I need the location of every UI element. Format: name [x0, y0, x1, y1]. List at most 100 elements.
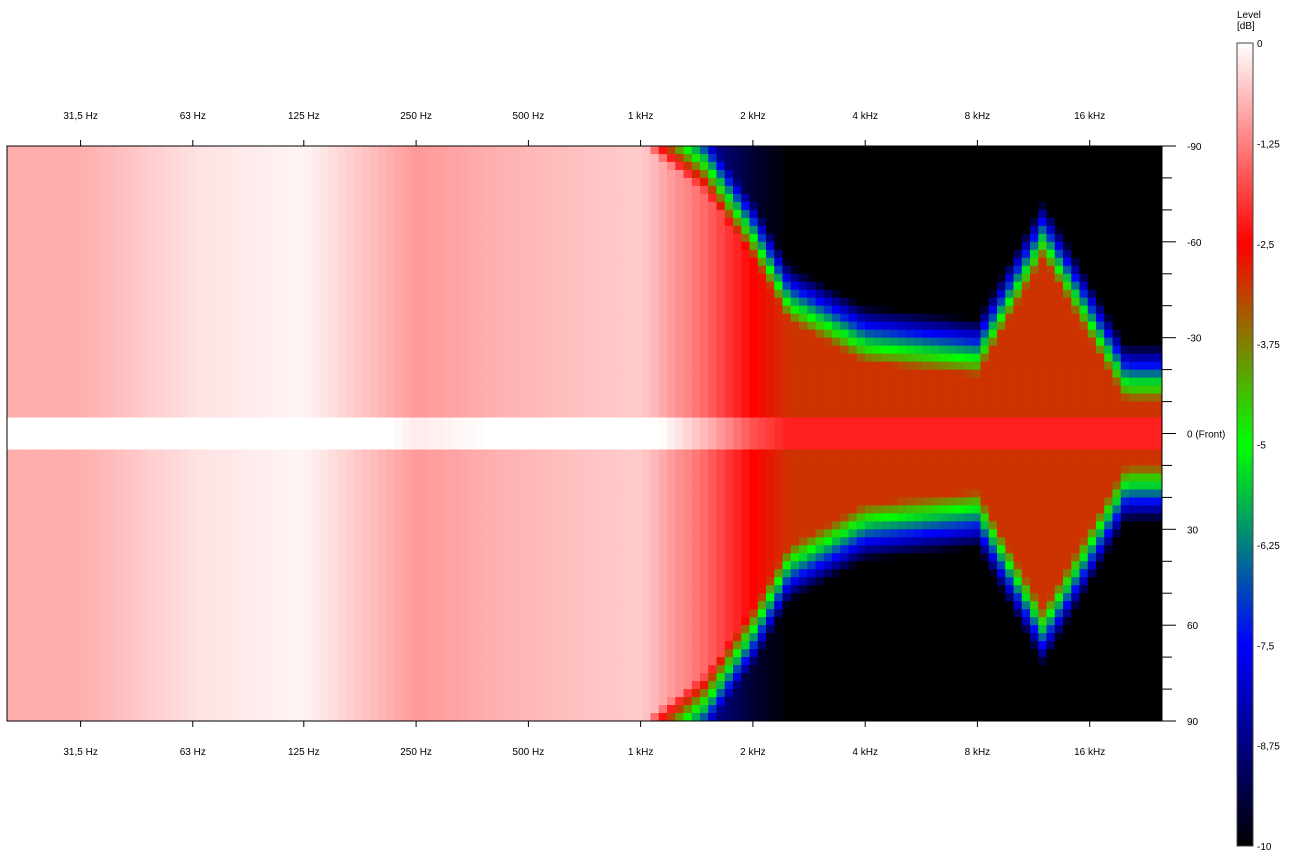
heatmap-cell — [559, 465, 569, 475]
heatmap-cell — [394, 409, 404, 419]
heatmap-cell — [238, 177, 247, 187]
heatmap-cell — [246, 297, 256, 307]
heatmap-cell — [403, 249, 412, 259]
heatmap-cell — [262, 585, 272, 594]
heatmap-cell — [568, 281, 577, 291]
heatmap-cell — [196, 577, 206, 586]
heatmap-cell — [271, 561, 280, 570]
heatmap-cell — [419, 209, 429, 219]
heatmap-cell — [205, 146, 214, 155]
heatmap-cell — [7, 305, 16, 315]
heatmap-cell — [40, 505, 49, 514]
heatmap-cell — [188, 497, 198, 506]
heatmap-cell — [31, 337, 41, 347]
heatmap-cell — [7, 537, 16, 546]
heatmap-cell — [271, 257, 280, 267]
heatmap-cell — [23, 633, 33, 642]
heatmap-cell — [469, 609, 478, 618]
heatmap-cell — [320, 681, 330, 690]
heatmap-cell — [89, 265, 99, 275]
heatmap-cell — [295, 433, 305, 443]
heatmap-cell — [436, 193, 445, 203]
heatmap-cell — [295, 705, 305, 714]
heatmap-cell — [97, 689, 107, 698]
heatmap-cell — [287, 601, 297, 610]
heatmap-cell — [31, 473, 41, 483]
heatmap-cell — [139, 313, 148, 323]
heatmap-cell — [254, 425, 264, 435]
heatmap-cell — [312, 241, 322, 251]
heatmap-cell — [196, 146, 206, 155]
heatmap-cell — [411, 409, 421, 419]
heatmap-cell — [543, 369, 553, 379]
heatmap-cell — [493, 713, 503, 721]
heatmap-cell — [551, 377, 561, 387]
heatmap-cell — [469, 377, 478, 387]
heatmap-cell — [526, 473, 536, 483]
heatmap-cell — [279, 401, 289, 411]
heatmap-cell — [221, 433, 231, 443]
heatmap-cell — [411, 185, 421, 195]
heatmap-cell — [254, 417, 264, 427]
heatmap-cell — [229, 553, 239, 562]
heatmap-cell — [436, 369, 445, 379]
heatmap-cell — [337, 497, 346, 506]
heatmap-cell — [97, 465, 107, 475]
heatmap-cell — [551, 553, 561, 562]
heatmap-cell — [287, 345, 297, 355]
heatmap-cell — [279, 377, 289, 387]
heatmap-cell — [155, 417, 165, 427]
heatmap-cell — [238, 209, 247, 219]
heatmap-cell — [295, 249, 305, 259]
heatmap-cell — [155, 257, 165, 267]
heatmap-cell — [345, 345, 355, 355]
heatmap-cell — [23, 689, 33, 698]
heatmap-cell — [229, 185, 239, 195]
heatmap-cell — [345, 369, 355, 379]
heatmap-cell — [436, 249, 445, 259]
heatmap-cell — [196, 617, 206, 626]
heatmap-cell — [15, 313, 25, 323]
heatmap-cell — [246, 553, 256, 562]
heatmap-cell — [279, 665, 289, 674]
heatmap-cell — [361, 641, 371, 650]
heatmap-cell — [188, 257, 198, 267]
heatmap-cell — [370, 385, 379, 395]
heatmap-cell — [147, 561, 157, 570]
heatmap-cell — [460, 553, 470, 562]
heatmap-cell — [246, 425, 256, 435]
heatmap-cell — [551, 201, 561, 211]
heatmap-cell — [427, 217, 437, 227]
heatmap-cell — [155, 377, 165, 387]
heatmap-cell — [139, 265, 148, 275]
heatmap-cell — [279, 449, 289, 459]
heatmap-cell — [221, 257, 231, 267]
heatmap-cell — [394, 385, 404, 395]
heatmap-cell — [48, 289, 58, 299]
heatmap-cell — [403, 593, 412, 602]
heatmap-cell — [155, 409, 165, 419]
heatmap-cell — [493, 553, 503, 562]
heatmap-cell — [155, 305, 165, 315]
heatmap-cell — [510, 697, 520, 706]
heatmap-cell — [559, 225, 569, 235]
heatmap-cell — [163, 713, 173, 721]
heatmap-cell — [419, 465, 429, 475]
heatmap-cell — [229, 537, 239, 546]
heatmap-cell — [97, 625, 107, 634]
heatmap-cell — [106, 385, 115, 395]
heatmap-cell — [559, 505, 569, 514]
heatmap-cell — [320, 209, 330, 219]
heatmap-cell — [89, 209, 99, 219]
heatmap-cell — [526, 569, 536, 578]
heatmap-cell — [279, 433, 289, 443]
heatmap-cell — [172, 641, 181, 650]
heatmap-cell — [485, 537, 495, 546]
heatmap-cell — [526, 201, 536, 211]
heatmap-cell — [337, 545, 346, 554]
heatmap-cell — [147, 553, 157, 562]
heatmap-cell — [345, 641, 355, 650]
heatmap-cell — [485, 529, 495, 538]
heatmap-cell — [493, 625, 503, 634]
heatmap-cell — [460, 353, 470, 363]
